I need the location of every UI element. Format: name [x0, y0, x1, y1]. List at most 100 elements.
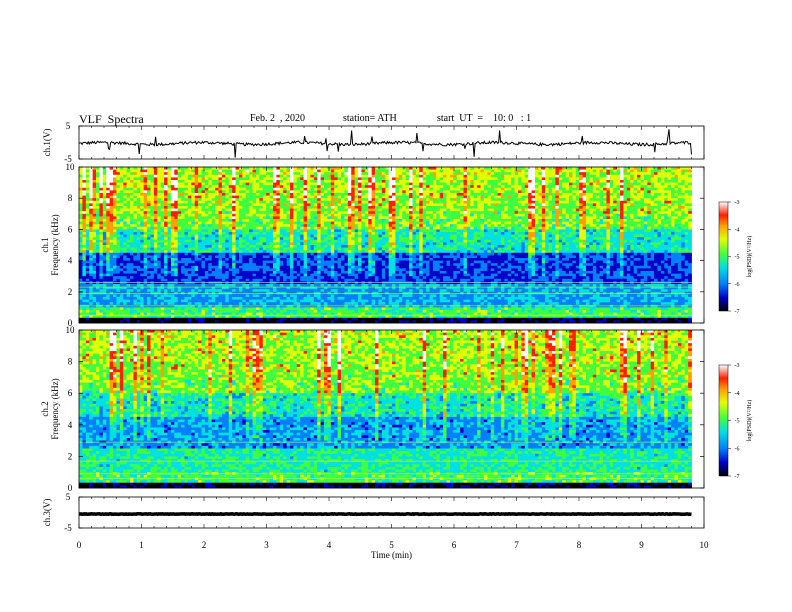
spectrogram-cell	[181, 222, 185, 225]
spectrogram-cell	[579, 222, 583, 225]
spectrogram-cell	[555, 224, 559, 227]
spectrogram-cell	[460, 229, 464, 232]
spectrogram-cell	[157, 232, 161, 235]
spectrogram-cell	[620, 219, 624, 222]
spectrogram-cell	[433, 167, 437, 170]
spectrogram-cell	[685, 209, 689, 212]
spectrogram-cell	[487, 175, 491, 178]
spectrogram-cell	[229, 214, 233, 217]
spectrogram-cell	[307, 193, 311, 196]
spectrogram-cell	[521, 185, 525, 188]
spectrogram-cell	[270, 196, 274, 199]
spectrogram-cell	[79, 177, 83, 180]
spectrogram-cell	[351, 201, 355, 204]
spectrogram-cell	[457, 167, 461, 170]
spectrogram-cell	[627, 224, 631, 227]
spectrogram-cell	[436, 175, 440, 178]
spectrogram-cell	[664, 175, 668, 178]
spectrogram-cell	[147, 222, 151, 225]
spectrogram-cell	[263, 232, 267, 235]
spectrogram-cell	[647, 175, 651, 178]
spectrogram-cell	[372, 196, 376, 199]
spectrogram-cell	[419, 235, 423, 238]
spectrogram-cell	[593, 198, 597, 201]
spectrogram-cell	[661, 235, 665, 238]
spectrogram-cell	[348, 237, 352, 240]
spectrogram-cell	[242, 170, 246, 173]
spectrogram-cell	[596, 198, 600, 201]
spectrogram-cell	[167, 224, 171, 227]
spectrogram-cell	[263, 170, 267, 173]
spectrogram-cell	[688, 177, 692, 180]
spectrogram-cell	[120, 196, 124, 199]
spectrogram-cell	[150, 206, 154, 209]
spectrogram-cell	[215, 198, 219, 201]
spectrogram-cell	[668, 175, 672, 178]
spectrogram-cell	[501, 224, 505, 227]
spectrogram-cell	[314, 224, 318, 227]
spectrogram-cell	[249, 175, 253, 178]
spectrogram-cell	[300, 219, 304, 222]
spectrogram-cell	[191, 180, 195, 183]
spectrogram-cell	[542, 224, 546, 227]
spectrogram-cell	[290, 224, 294, 227]
spectrogram-cell	[389, 193, 393, 196]
spectrogram-cell	[365, 172, 369, 175]
spectrogram-cell	[96, 167, 100, 170]
spectrogram-cell	[654, 167, 658, 170]
spectrogram-cell	[640, 190, 644, 193]
spectrogram-cell	[436, 206, 440, 209]
spectrogram-cell	[225, 201, 229, 204]
spectrogram-cell	[508, 175, 512, 178]
spectrogram-cell	[426, 235, 430, 238]
spectrogram-cell	[525, 172, 529, 175]
spectrogram-cell	[331, 175, 335, 178]
spectrogram-cell	[361, 193, 365, 196]
spectrogram-cell	[123, 170, 127, 173]
spectrogram-cell	[123, 232, 127, 235]
spectrogram-cell	[334, 216, 338, 219]
spectrogram-cell	[327, 216, 331, 219]
spectrogram-cell	[416, 185, 420, 188]
spectrogram-cell	[572, 219, 576, 222]
spectrogram-cell	[348, 222, 352, 225]
spectrogram-cell	[566, 203, 570, 206]
spectrogram-cell	[140, 206, 144, 209]
spectrogram-cell	[487, 209, 491, 212]
spectrogram-cell	[290, 235, 294, 238]
spectrogram-cell	[242, 201, 246, 204]
spectrogram-cell	[583, 170, 587, 173]
spectrogram-cell	[365, 180, 369, 183]
spectrogram-cell	[127, 232, 131, 235]
spectrogram-cell	[249, 201, 253, 204]
spectrogram-cell	[450, 193, 454, 196]
spectrogram-cell	[521, 183, 525, 186]
spectrogram-cell	[447, 211, 451, 214]
spectrogram-cell	[137, 167, 141, 170]
spectrogram-cell	[443, 232, 447, 235]
spectrogram-cell	[678, 219, 682, 222]
spectrogram-cell	[538, 209, 542, 212]
spectrogram-cell	[583, 214, 587, 217]
spectrogram-cell	[399, 232, 403, 235]
spectrogram-cell	[123, 172, 127, 175]
spectrogram-cell	[304, 196, 308, 199]
spectrogram-cell	[450, 214, 454, 217]
spectrogram-cell	[96, 235, 100, 238]
spectrogram-cell	[266, 229, 270, 232]
spectrogram-cell	[467, 172, 471, 175]
spectrogram-cell	[229, 170, 233, 173]
spectrogram-cell	[532, 180, 536, 183]
spectrogram-cell	[620, 177, 624, 180]
spectrogram-cell	[668, 172, 672, 175]
spectrogram-cell	[130, 222, 134, 225]
spectrogram-cell	[518, 203, 522, 206]
spectrogram-cell	[436, 190, 440, 193]
spectrogram-cell	[481, 185, 485, 188]
spectrogram-cell	[460, 227, 464, 230]
spectrogram-cell	[110, 224, 114, 227]
spectrogram-cell	[212, 235, 216, 238]
spectrogram-cell	[453, 222, 457, 225]
spectrogram-cell	[508, 214, 512, 217]
spectrogram-cell	[263, 222, 267, 225]
